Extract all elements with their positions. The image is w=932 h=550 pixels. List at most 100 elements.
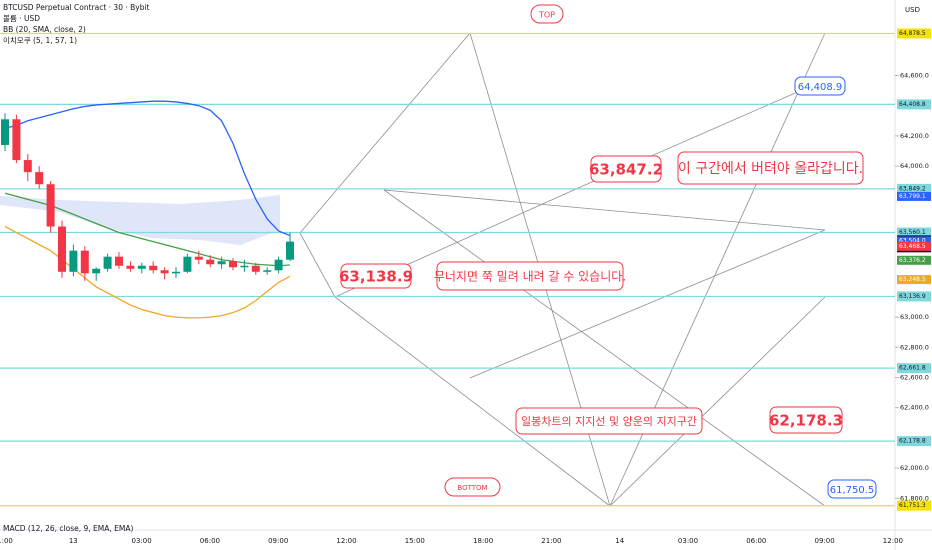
- annotation: 이 구간에서 버텨야 올라갑니다.: [678, 161, 863, 177]
- annotation-box: [590, 155, 662, 183]
- annotation: 62,178.3: [769, 412, 843, 430]
- y-tick-label: 62,000.0: [900, 464, 929, 472]
- level-label: 63,136.9: [899, 293, 926, 300]
- candle-body: [23, 160, 32, 173]
- price-label: 63,248.5: [899, 276, 926, 283]
- level-label: 63,849.2: [899, 185, 926, 192]
- level-label: 63,560.1: [899, 229, 926, 236]
- candle-body: [80, 250, 89, 274]
- x-tick-label: 09:00: [815, 537, 835, 545]
- candle-body: [35, 172, 44, 185]
- candle-body: [69, 250, 78, 272]
- candle-body: [183, 256, 192, 272]
- annotation: TOP: [538, 11, 555, 20]
- level-tag: [897, 227, 931, 238]
- annotation: BOTTOM: [457, 484, 487, 492]
- candle-body: [251, 265, 260, 272]
- annotation: 63,138.9: [339, 268, 413, 286]
- x-tick-label: 06:00: [746, 537, 766, 545]
- annotation: 일봉차트의 지지선 및 양운의 지지구간: [521, 414, 697, 428]
- price-tag: [897, 255, 931, 265]
- price-tag: [897, 275, 931, 285]
- x-tick-label: 14: [615, 537, 624, 545]
- candle-body: [160, 270, 169, 274]
- candle-body: [137, 265, 146, 269]
- indicator-label: 볼륨 · USD: [3, 14, 40, 23]
- price-tag: [897, 191, 931, 201]
- annotation: 64,408.9: [798, 82, 843, 93]
- x-tick-label: 1:00: [0, 537, 13, 545]
- x-tick-label: 12:00: [883, 537, 903, 545]
- price-label: 63,799.1: [899, 193, 926, 200]
- y-tick-label: 64,000.0: [900, 162, 929, 170]
- candle-body: [206, 259, 215, 265]
- annotation-box: [677, 151, 864, 185]
- currency-label: USD: [905, 6, 920, 14]
- level-tag: [897, 183, 931, 194]
- candle-body: [1, 119, 9, 145]
- candle-body: [149, 265, 158, 271]
- candle-body: [46, 184, 55, 227]
- candle-body: [217, 261, 226, 265]
- candle-body: [92, 268, 101, 274]
- level-tag: [897, 363, 931, 374]
- x-tick-label: 18:00: [473, 537, 493, 545]
- level-label: 64,408.8: [899, 101, 926, 108]
- y-tick-label: 62,600.0: [900, 373, 929, 381]
- indicator-label: 이치모쿠 (5, 1, 57, 1): [3, 35, 77, 45]
- level-tag: [897, 28, 931, 39]
- x-tick-label: 21:00: [541, 537, 561, 545]
- level-tag: [897, 99, 931, 110]
- level-tag: [897, 500, 931, 511]
- x-tick-label: 13: [69, 537, 78, 545]
- annotation-box: [794, 76, 846, 96]
- annotation-box: [515, 407, 703, 435]
- level-label: 64,878.5: [899, 30, 926, 37]
- annotation-box: [444, 477, 501, 497]
- x-tick-label: 15:00: [405, 537, 425, 545]
- candle-body: [58, 226, 66, 272]
- annotation-box: [436, 261, 624, 291]
- indicator-line: [4, 100, 291, 237]
- x-tick-label: 03:00: [132, 537, 152, 545]
- candle-body: [286, 241, 294, 260]
- level-tag: [897, 291, 931, 302]
- annotation-box: [530, 4, 564, 24]
- y-tick-label: 64,200.0: [900, 132, 929, 140]
- level-tag: [897, 436, 931, 447]
- candle-body: [229, 261, 237, 268]
- candle-body: [172, 271, 180, 274]
- y-tick-label: 61,800.0: [900, 494, 929, 502]
- candle-body: [274, 259, 283, 271]
- annotation: 무너지면 쭉 밀려 내려 갈 수 있습니다.: [434, 270, 626, 284]
- candle-body: [126, 265, 135, 269]
- y-tick-label: 62,800.0: [900, 343, 929, 351]
- x-tick-label: 12:00: [336, 537, 356, 545]
- level-label: 61,751.3: [899, 502, 926, 509]
- y-tick-label: 63,000.0: [900, 313, 929, 321]
- candle-body: [194, 256, 203, 260]
- indicator-label: BB (20, SMA, close, 2): [3, 25, 86, 34]
- level-label: 62,661.8: [899, 365, 926, 372]
- y-tick-label: 64,600.0: [900, 71, 929, 79]
- candle-body: [240, 265, 249, 268]
- price-tag: [897, 236, 931, 246]
- y-tick-label: 62,400.0: [900, 404, 929, 412]
- x-tick-label: 03:00: [678, 537, 698, 545]
- x-tick-label: 09:00: [268, 537, 288, 545]
- candle-body: [103, 256, 112, 269]
- price-label: 63,468.5: [899, 243, 926, 250]
- candle-body: [263, 270, 272, 272]
- annotation-box: [827, 479, 877, 499]
- annotation-box: [340, 263, 412, 289]
- x-tick-label: 06:00: [200, 537, 220, 545]
- title: BTCUSD Perpetual Contract · 30 · Bybit: [3, 3, 150, 12]
- level-label: 62,178.8: [899, 438, 926, 445]
- annotation: 61,750.5: [830, 485, 875, 496]
- price-tag: [897, 241, 931, 251]
- indicator-line: [4, 225, 291, 319]
- annotation: 63,847.2: [589, 161, 663, 179]
- annotation-box: [769, 406, 843, 434]
- indicator-label: MACD (12, 26, close, 9, EMA, EMA): [3, 524, 133, 533]
- candle-body: [115, 256, 123, 266]
